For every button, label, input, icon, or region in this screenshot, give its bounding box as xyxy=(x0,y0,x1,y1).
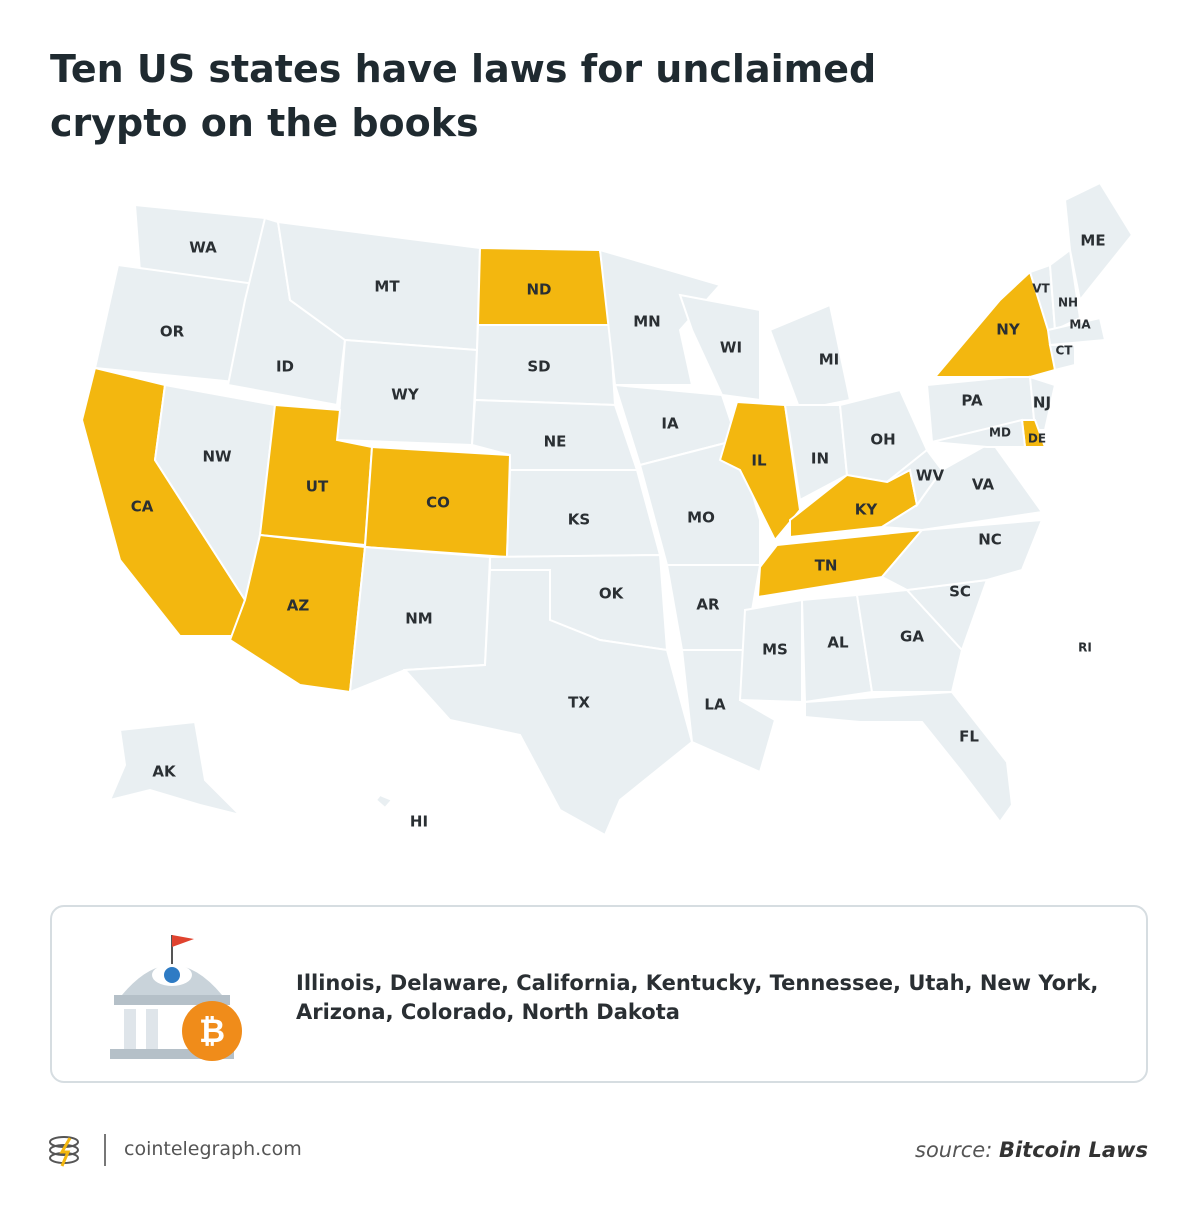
state-label: NH xyxy=(1058,296,1078,310)
source-name: Bitcoin Laws xyxy=(998,1138,1148,1162)
state-label: ND xyxy=(526,281,551,299)
state-label: MA xyxy=(1069,318,1091,332)
map: WA OR CA NW ID MT WY UT CO AZ NM ND SD NE KS OK TX MN IA MO… xyxy=(80,181,1134,837)
state-label: IN xyxy=(811,450,829,468)
state xyxy=(886,448,944,508)
state xyxy=(1048,344,1076,372)
state-label: NC xyxy=(978,531,1002,549)
state-label: AL xyxy=(827,634,849,652)
divider xyxy=(104,1134,106,1166)
state-label: WA xyxy=(189,239,217,257)
state-label: WY xyxy=(391,386,420,404)
state-label: IA xyxy=(661,415,679,433)
state-label: ME xyxy=(1080,232,1105,250)
state-label: SD xyxy=(527,358,550,376)
state-label: KS xyxy=(568,511,590,529)
state-label: CT xyxy=(1056,344,1074,358)
state-label: CO xyxy=(426,494,450,512)
state-label: NM xyxy=(405,610,432,628)
state xyxy=(1046,316,1107,347)
bank-icon: ₿ xyxy=(110,935,242,1061)
state xyxy=(804,690,1014,824)
legend-text: Illinois, Delaware, California, Kentucky… xyxy=(296,971,1099,1024)
state-label: AR xyxy=(696,596,720,614)
state-label: FL xyxy=(959,728,979,746)
source-label: source: xyxy=(915,1138,993,1162)
state xyxy=(738,598,803,704)
state-label: NY xyxy=(996,321,1021,339)
state xyxy=(1028,375,1057,431)
state-label: AZ xyxy=(287,597,310,615)
state-label: SC xyxy=(949,583,971,601)
state-label: NJ xyxy=(1033,394,1051,412)
state xyxy=(678,293,761,402)
state-label: WV xyxy=(916,467,945,485)
state xyxy=(598,248,722,386)
state-label: MD xyxy=(989,426,1011,440)
logo xyxy=(49,1136,79,1167)
state-label: ID xyxy=(276,358,294,376)
legend-box: ₿ Illinois, Delaware, California, Kentuc… xyxy=(50,905,1148,1083)
state-label: MO xyxy=(687,509,715,527)
state-label: VA xyxy=(972,476,995,494)
state-label: MS xyxy=(762,641,788,659)
state-label: DE xyxy=(1028,432,1046,446)
state-label: NE xyxy=(544,433,567,451)
state-label: LA xyxy=(704,696,726,714)
state xyxy=(638,438,761,566)
title: Ten US states have laws for unclaimed cr… xyxy=(50,47,877,145)
state xyxy=(1063,181,1134,303)
state-label: TN xyxy=(815,557,838,575)
state-label: WI xyxy=(720,339,742,357)
state-label: RI xyxy=(1078,641,1092,655)
state-label: KY xyxy=(855,501,879,519)
site: cointelegraph.com xyxy=(124,1138,302,1160)
state-label: OR xyxy=(160,323,185,341)
state-label: NW xyxy=(202,448,232,466)
state xyxy=(768,303,852,412)
state-label: UT xyxy=(306,478,329,496)
state-label: VT xyxy=(1032,282,1050,296)
source: source: Bitcoin Laws xyxy=(915,1138,1148,1162)
state-label: GA xyxy=(900,628,924,646)
state-label: HI xyxy=(410,813,428,831)
state xyxy=(855,588,964,693)
state xyxy=(374,793,394,810)
state-label: OK xyxy=(599,585,625,603)
state-label: CA xyxy=(131,498,154,516)
state xyxy=(402,569,694,837)
state xyxy=(931,418,1027,448)
state-label: MI xyxy=(819,351,840,369)
state-label: MN xyxy=(633,313,660,331)
state xyxy=(1048,248,1082,332)
state-label: AK xyxy=(152,763,177,781)
state-label: OH xyxy=(870,431,895,449)
state-label: MT xyxy=(374,278,400,296)
state-label: TX xyxy=(568,694,590,712)
state xyxy=(108,720,244,817)
state-label: PA xyxy=(961,392,983,410)
state xyxy=(880,518,1044,592)
state-label: IL xyxy=(751,452,767,470)
svg-text:₿: ₿ xyxy=(199,1012,225,1050)
